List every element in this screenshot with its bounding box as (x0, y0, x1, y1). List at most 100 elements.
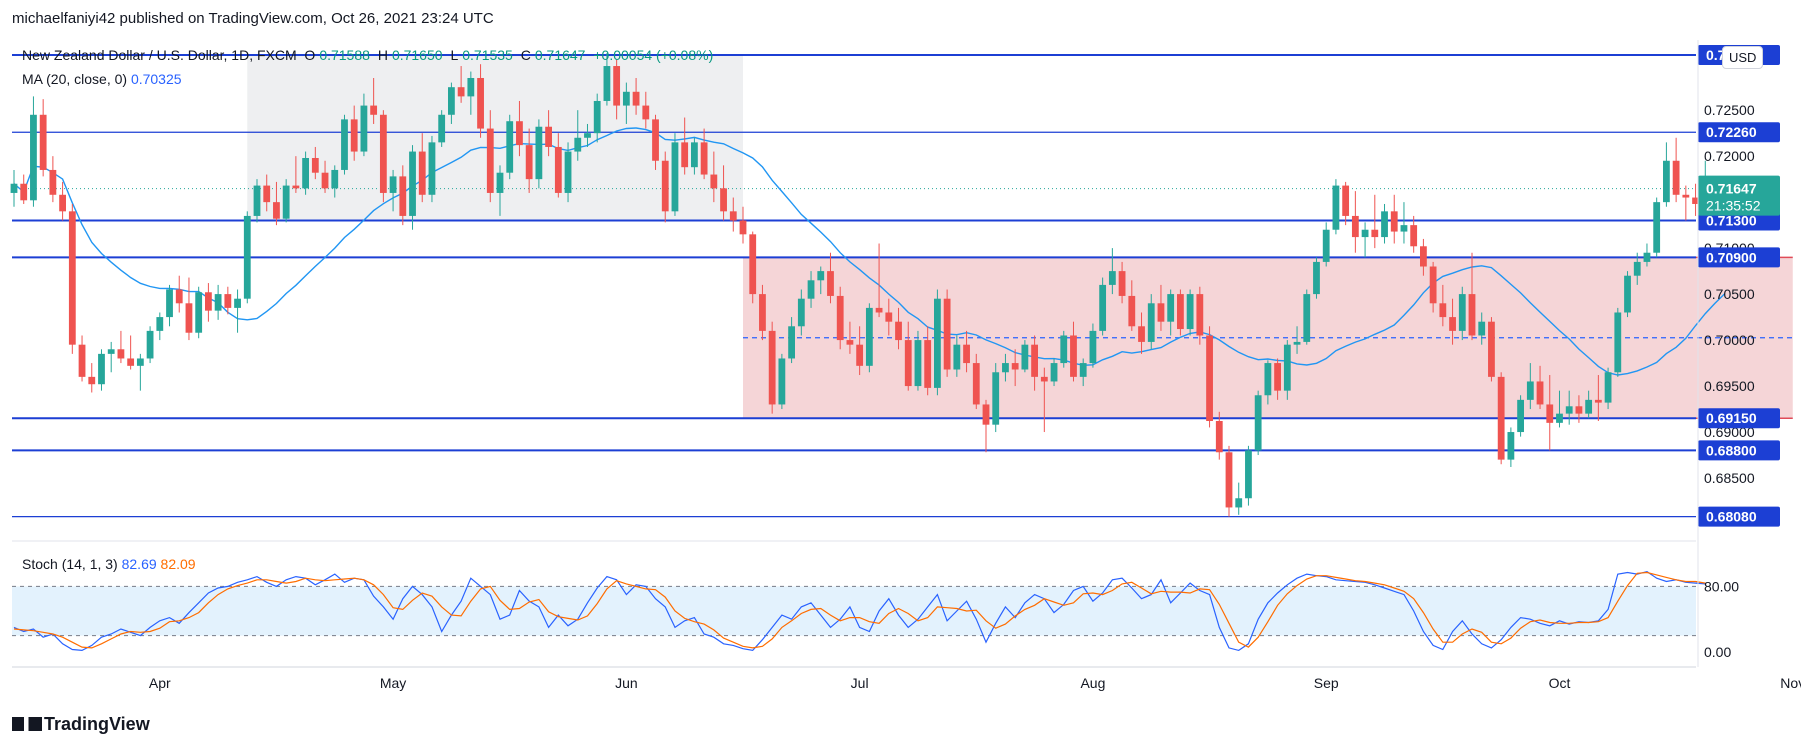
candle-body (846, 340, 854, 345)
candle-body (924, 340, 932, 388)
candle-body (1293, 341, 1301, 345)
candle-body (175, 289, 183, 304)
change-value: +0.00054 (+0.08%) (593, 47, 714, 63)
candle-body (759, 294, 766, 331)
candle-body (467, 77, 475, 97)
open-label: O (304, 47, 316, 63)
candle-body (516, 121, 523, 146)
candle-body (535, 126, 543, 180)
ma-line (13, 127, 1726, 376)
candle-body (1614, 312, 1622, 373)
candle-body (603, 66, 611, 101)
candle-body (972, 363, 980, 405)
candle-body (292, 185, 300, 189)
candle-body (39, 114, 47, 170)
candle-body (418, 151, 426, 195)
candle-body (797, 298, 805, 327)
candle-body (350, 119, 358, 152)
candle-body (1245, 450, 1252, 499)
candle-body (331, 169, 339, 189)
candle-body (953, 344, 961, 370)
level-badge-label: 0.72260 (1706, 124, 1757, 140)
candle-body (1235, 498, 1243, 508)
candle-body (243, 215, 251, 299)
candle-body (904, 340, 912, 387)
ohlc-values: O 0.71588 H 0.71650 L 0.71535 C 0.71647 +0.0… (301, 47, 718, 63)
candle-body (185, 303, 193, 333)
candle-body (768, 330, 776, 405)
candle-body (1099, 284, 1107, 331)
candle-body (1556, 413, 1563, 423)
candle-body (1468, 294, 1476, 336)
month-label: Nov (1780, 675, 1801, 691)
candle-body (1060, 335, 1068, 364)
candle-body (117, 349, 125, 359)
tradingview-logo: TradingView (12, 714, 150, 735)
candle-body (1332, 185, 1340, 230)
candle-body (671, 142, 679, 212)
low-value: 0.71535 (462, 47, 513, 63)
candle-body (1108, 271, 1116, 285)
candle-body (68, 211, 76, 345)
currency-button[interactable]: USD (1722, 46, 1764, 69)
candle-body (389, 176, 397, 193)
candle-body (1488, 321, 1495, 377)
ma-legend: MA (20, close, 0) 0.70325 (22, 71, 182, 87)
candle-body (448, 87, 455, 115)
candle-body (506, 121, 514, 173)
candle-body (360, 105, 368, 152)
candle-body (457, 87, 465, 97)
candle-body (749, 234, 757, 295)
candle-body (1439, 303, 1447, 318)
candle-body (370, 105, 378, 115)
candle-body (1624, 275, 1631, 313)
stoch-band (12, 586, 1696, 636)
candle-body (379, 114, 387, 193)
last-price-badge (1698, 175, 1780, 216)
candle-body (1517, 399, 1524, 433)
publisher-line: michaelfaniyi42 published on TradingView… (12, 10, 494, 27)
price-tick-label: 0.70000 (1704, 332, 1755, 348)
candle-body (1643, 252, 1651, 262)
candle-body (1128, 295, 1136, 327)
last-price-label: 0.71647 (1706, 181, 1757, 197)
candle-body (1410, 225, 1418, 247)
month-label: Aug (1080, 675, 1105, 691)
candle-body (1478, 321, 1486, 336)
candle-body (1196, 294, 1204, 336)
candle-body (895, 321, 902, 341)
candle-body (1147, 303, 1155, 342)
candle-body (642, 105, 650, 120)
candle-body (282, 185, 290, 219)
candle-body (1040, 376, 1048, 382)
level-badge-label: 0.68080 (1706, 509, 1757, 525)
candle-body (1021, 344, 1029, 370)
candle-body (1215, 421, 1223, 453)
candle-body (943, 298, 951, 370)
level-badge (1698, 408, 1780, 429)
candle-body (1420, 246, 1427, 267)
candle-body (1653, 202, 1661, 253)
candle-body (827, 271, 834, 296)
price-tick-label: 0.70500 (1704, 286, 1755, 302)
symbol-legend: New Zealand Dollar / U.S. Dollar, 1D, FX… (22, 47, 717, 63)
level-lines (12, 54, 1696, 518)
candle-body (1050, 363, 1058, 382)
candle-body (934, 298, 941, 388)
candle-body (1449, 317, 1456, 331)
level-badge (1698, 122, 1780, 143)
price-tick-label: 0.68500 (1704, 470, 1755, 486)
candle-body (1351, 215, 1359, 238)
candle-body (856, 344, 864, 366)
close-value: 0.71647 (534, 47, 586, 63)
candle-body (1536, 381, 1544, 405)
level-badge (1698, 247, 1780, 268)
month-label: May (380, 675, 406, 691)
candle-body (817, 271, 825, 281)
high-value: 0.71650 (391, 47, 443, 63)
low-label: L (450, 47, 459, 63)
high-label: H (377, 47, 388, 63)
stoch-tick-label: 0.00 (1704, 644, 1731, 660)
candle-body (1225, 452, 1233, 508)
candle-body (263, 185, 271, 203)
